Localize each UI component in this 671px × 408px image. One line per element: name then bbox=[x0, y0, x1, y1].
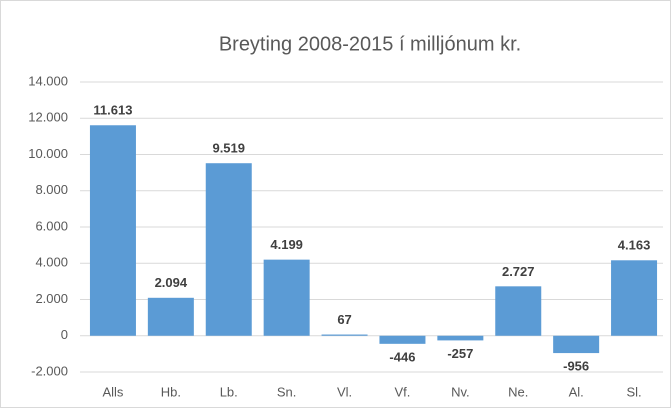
bar bbox=[379, 335, 426, 344]
bar bbox=[321, 334, 368, 336]
data-label: 67 bbox=[337, 312, 351, 327]
data-label: -956 bbox=[563, 359, 589, 374]
bar bbox=[89, 125, 136, 336]
x-tick-label: Hb. bbox=[161, 384, 181, 399]
x-tick-label: Vl. bbox=[337, 384, 352, 399]
x-tick-label: Sn. bbox=[277, 384, 297, 399]
bar bbox=[553, 335, 600, 354]
x-tick-label: Alls bbox=[102, 384, 123, 399]
y-tick-label: 12.000 bbox=[28, 110, 68, 125]
y-tick-label: 2.000 bbox=[35, 291, 68, 306]
x-tick-label: Vf. bbox=[394, 384, 410, 399]
bar bbox=[205, 163, 252, 336]
data-label: 9.519 bbox=[212, 141, 245, 156]
y-tick-label: 8.000 bbox=[35, 182, 68, 197]
bar bbox=[495, 286, 542, 336]
y-tick-label: 14.000 bbox=[28, 73, 68, 88]
data-label: 4.199 bbox=[270, 237, 303, 252]
x-tick-label: Sl. bbox=[626, 384, 641, 399]
data-label: 2.727 bbox=[502, 264, 535, 279]
x-tick-label: Nv. bbox=[451, 384, 470, 399]
y-tick-label: -2.000 bbox=[31, 363, 68, 378]
data-label: 2.094 bbox=[155, 275, 188, 290]
bar bbox=[611, 260, 658, 336]
chart-title: Breyting 2008-2015 í milljónum kr. bbox=[219, 33, 521, 55]
y-tick-label: 6.000 bbox=[35, 218, 68, 233]
data-label: -446 bbox=[389, 349, 415, 364]
y-tick-label: 0 bbox=[61, 327, 68, 342]
bar bbox=[437, 335, 484, 341]
y-tick-label: 10.000 bbox=[28, 146, 68, 161]
bar bbox=[263, 259, 310, 336]
x-tick-label: Lb. bbox=[220, 384, 238, 399]
data-label: 4.163 bbox=[618, 238, 651, 253]
data-label: 11.613 bbox=[93, 103, 132, 118]
bar bbox=[147, 297, 194, 336]
x-tick-label: Ne. bbox=[508, 384, 528, 399]
y-tick-label: 4.000 bbox=[35, 255, 68, 270]
data-label: -257 bbox=[447, 346, 473, 361]
x-tick-label: Al. bbox=[569, 384, 584, 399]
